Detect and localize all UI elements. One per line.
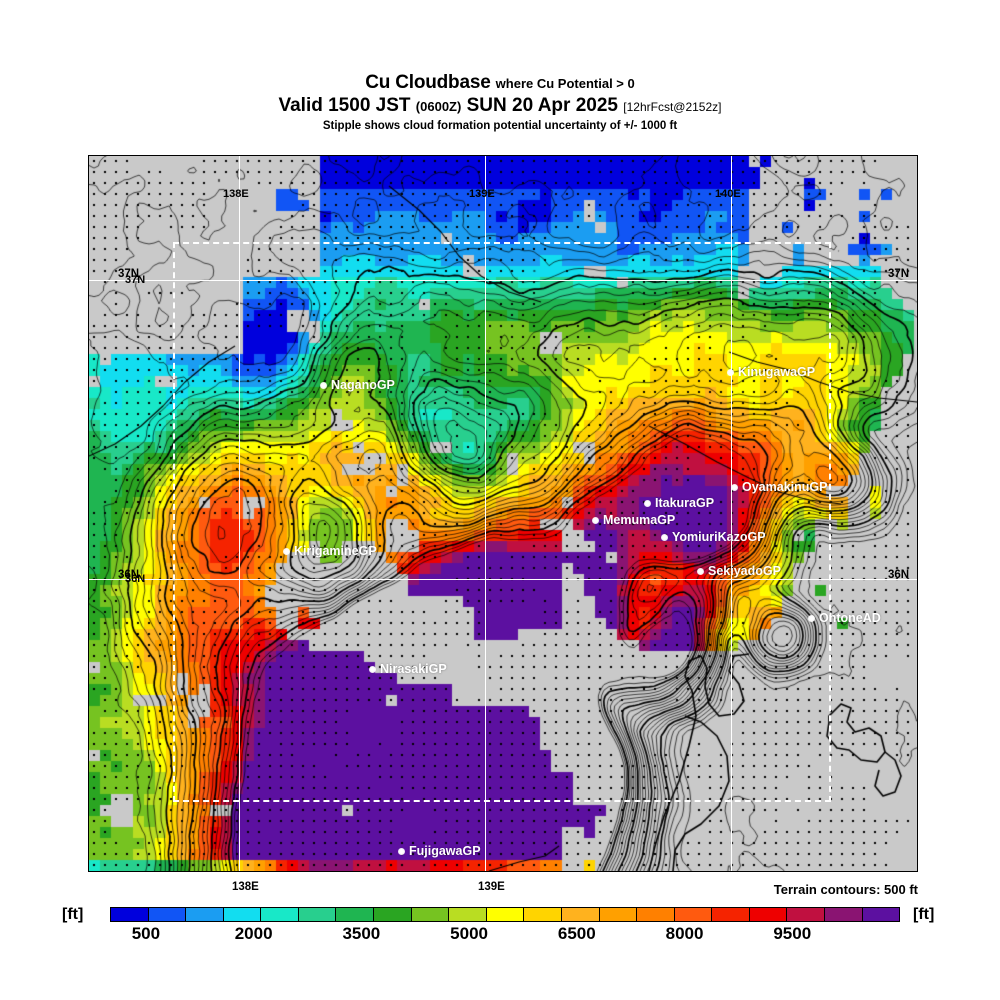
- colorbar-tick-2000: 2000: [234, 924, 273, 943]
- station-marker-sekiyadogp[interactable]: SekiyadoGP: [698, 564, 781, 578]
- colorbar-swatch-2: [186, 908, 224, 921]
- colorbar-swatch-17: [749, 908, 788, 921]
- lat-label-left-36n: 36N: [118, 569, 140, 581]
- station-marker-memumagp[interactable]: MemumaGP: [593, 513, 675, 527]
- cloudbase-field-canvas: [89, 156, 917, 871]
- graticule-line-37N: [89, 280, 917, 281]
- station-label: NaganoGP: [331, 378, 395, 392]
- lat-label-map-36n: 36N: [125, 573, 146, 585]
- page-title: Cu Cloudbase where Cu Potential > 0: [0, 72, 1000, 93]
- station-label: OhtoneAD: [819, 611, 881, 625]
- station-marker-oyamakinugp[interactable]: OyamakinuGP: [732, 480, 827, 494]
- colorbar-tick-3500: 3500: [342, 924, 381, 943]
- graticule-line-138E: [239, 156, 240, 871]
- valid-date: SUN 20 Apr 2025: [466, 95, 618, 117]
- forecast-map[interactable]: 138E 139E 140E 37N 36N NaganoGP KinugawaGP Oyam…: [88, 155, 918, 872]
- station-label: SekiyadoGP: [708, 564, 781, 578]
- station-dot-icon: [698, 568, 703, 574]
- colorbar-swatch-0: [111, 908, 149, 921]
- colorbar-tick-8000: 8000: [665, 924, 704, 943]
- colorbar-legend[interactable]: [ft] 500 2000 3500 5000 6500 8000 9500 [ft]: [0, 898, 1000, 948]
- colorbar-swatch-7: [374, 908, 412, 921]
- lat-label-right-37n: 37N: [888, 268, 910, 280]
- lon-label-bottom-138e: 138E: [232, 881, 259, 893]
- valid-prefix: Valid 1500 JST: [278, 95, 411, 117]
- colorbar-swatch-19: [824, 908, 863, 921]
- station-dot-icon: [370, 666, 375, 672]
- station-label: ItakuraGP: [655, 496, 715, 510]
- station-dot-icon: [662, 534, 667, 540]
- station-dot-icon: [399, 848, 404, 854]
- subdomain-dashed-box: [173, 242, 831, 802]
- colorbar-swatch-12: [561, 908, 600, 921]
- colorbar-swatch-6: [336, 908, 375, 921]
- colorbar-tick-9500: 9500: [773, 924, 812, 943]
- title-main-text: Cu Cloudbase: [365, 72, 491, 93]
- station-dot-icon: [593, 517, 598, 523]
- colorbar-tick-5000: 5000: [450, 924, 488, 943]
- colorbar-swatch-11: [524, 908, 562, 921]
- colorbar-swatch-14: [637, 908, 675, 921]
- colorbar-swatch-16: [712, 908, 750, 921]
- colorbar-tick-labels: 500 2000 3500 5000 6500 8000 9500: [110, 924, 900, 946]
- colorbar-tick-500: 500: [131, 924, 161, 943]
- colorbar-swatch-10: [486, 908, 525, 921]
- station-dot-icon: [728, 369, 733, 375]
- lat-label-right-36n: 36N: [888, 569, 910, 581]
- colorbar-swatch-3: [223, 908, 262, 921]
- station-label: KirigamineGP: [294, 544, 377, 558]
- station-marker-kirigaminegp[interactable]: KirigamineGP: [284, 544, 377, 558]
- station-marker-nirasakigp[interactable]: NirasakiGP: [370, 662, 447, 676]
- lat-label-left-37n: 37N: [118, 268, 140, 280]
- station-dot-icon: [732, 484, 737, 490]
- station-label: OyamakinuGP: [742, 480, 828, 494]
- colorbar-swatches[interactable]: [110, 907, 900, 922]
- station-dot-icon: [284, 548, 289, 554]
- colorbar-swatch-18: [787, 908, 825, 921]
- colorbar-swatch-13: [599, 908, 638, 921]
- colorbar-swatch-5: [298, 908, 337, 921]
- terrain-contour-note: Terrain contours: 500 ft: [773, 882, 918, 897]
- colorbar-unit-left: [ft]: [62, 906, 84, 923]
- colorbar-swatch-9: [449, 908, 487, 921]
- station-marker-kinugawagp[interactable]: KinugawaGP: [728, 365, 815, 379]
- station-marker-naganogp[interactable]: NaganoGP: [321, 378, 395, 392]
- station-label: NirasakiGP: [380, 662, 447, 676]
- station-label: KinugawaGP: [738, 365, 816, 379]
- station-label: MemumaGP: [603, 513, 676, 527]
- station-marker-itakuragp[interactable]: ItakuraGP: [645, 496, 714, 510]
- station-dot-icon: [645, 500, 650, 506]
- title-main-suffix: where Cu Potential > 0: [495, 76, 635, 91]
- colorbar-swatch-8: [411, 908, 450, 921]
- lon-label-bottom-139e: 139E: [478, 881, 505, 893]
- colorbar-swatch-20: [862, 908, 900, 921]
- colorbar-swatch-15: [674, 908, 713, 921]
- valid-utc: (0600Z): [415, 99, 462, 115]
- lat-label-map-37n: 37N: [125, 274, 146, 286]
- valid-time-line: Valid 1500 JST (0600Z) SUN 20 Apr 2025 […: [0, 95, 1000, 116]
- station-dot-icon: [321, 382, 326, 388]
- lon-label-top-139e: 139E: [469, 188, 495, 200]
- station-marker-fujigawagp[interactable]: FujigawaGP: [399, 844, 481, 858]
- title-block: Cu Cloudbase where Cu Potential > 0 Vali…: [0, 72, 1000, 132]
- station-marker-ohtonead[interactable]: OhtoneAD: [809, 611, 881, 625]
- graticule-line-36N: [89, 579, 917, 580]
- lon-label-top-138e: 138E: [223, 188, 249, 200]
- graticule-line-139E: [485, 156, 486, 871]
- stipple-note: Stipple shows cloud formation potential …: [322, 119, 678, 132]
- colorbar-swatch-4: [261, 908, 299, 921]
- map-overlay: 138E 139E 140E 37N 36N NaganoGP KinugawaGP Oyam…: [89, 156, 917, 871]
- colorbar-swatch-1: [148, 908, 187, 921]
- colorbar-tick-6500: 6500: [557, 924, 596, 943]
- station-label: YomiuriKazoGP: [672, 530, 766, 544]
- station-marker-yomiurikazogp[interactable]: YomiuriKazoGP: [662, 530, 766, 544]
- lon-label-top-140e: 140E: [715, 188, 741, 200]
- station-label: FujigawaGP: [409, 844, 481, 858]
- forecast-tag: [12hrFcst@2152z]: [623, 100, 722, 115]
- colorbar-unit-right: [ft]: [913, 906, 935, 923]
- station-dot-icon: [809, 615, 814, 621]
- graticule-line-140E: [731, 156, 732, 871]
